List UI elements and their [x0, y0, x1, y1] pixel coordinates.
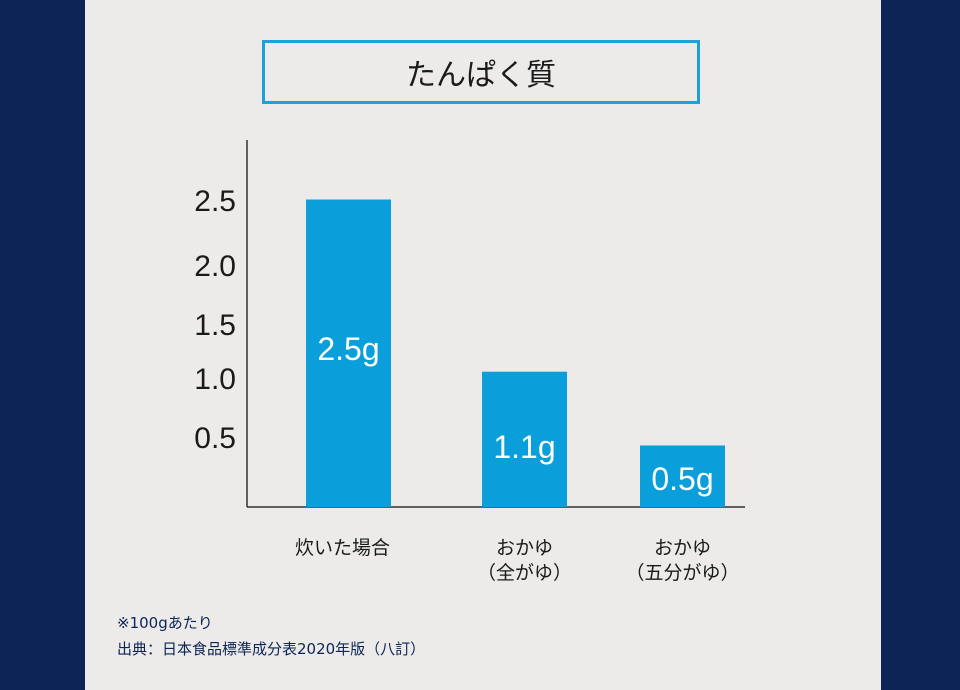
- paper-background: [85, 0, 881, 690]
- source-note: 出典：日本食品標準成分表2020年版（八訂）: [117, 640, 426, 658]
- category-label: （五分がゆ）: [625, 562, 739, 584]
- category-label: おかゆ: [654, 537, 711, 559]
- data-label: 0.5g: [651, 461, 713, 497]
- y-tick-label: 1.0: [194, 363, 236, 396]
- y-tick-label: 1.5: [194, 309, 236, 342]
- chart-title: たんぱく質: [262, 40, 700, 104]
- y-tick-label: 2.5: [194, 185, 236, 218]
- category-label: おかゆ: [496, 537, 553, 559]
- per-note: ※100gあたり: [117, 614, 213, 632]
- bar: [640, 445, 725, 507]
- category-label: （全がゆ）: [477, 562, 572, 584]
- bar: [306, 199, 391, 507]
- category-label: 炊いた場合: [295, 537, 390, 559]
- bar: [482, 371, 567, 507]
- data-label: 2.5g: [317, 331, 379, 367]
- y-tick-label: 2.0: [194, 250, 236, 283]
- chart-title-text: たんぱく質: [406, 58, 556, 93]
- y-tick-label: 0.5: [194, 422, 236, 455]
- data-label: 1.1g: [493, 429, 555, 465]
